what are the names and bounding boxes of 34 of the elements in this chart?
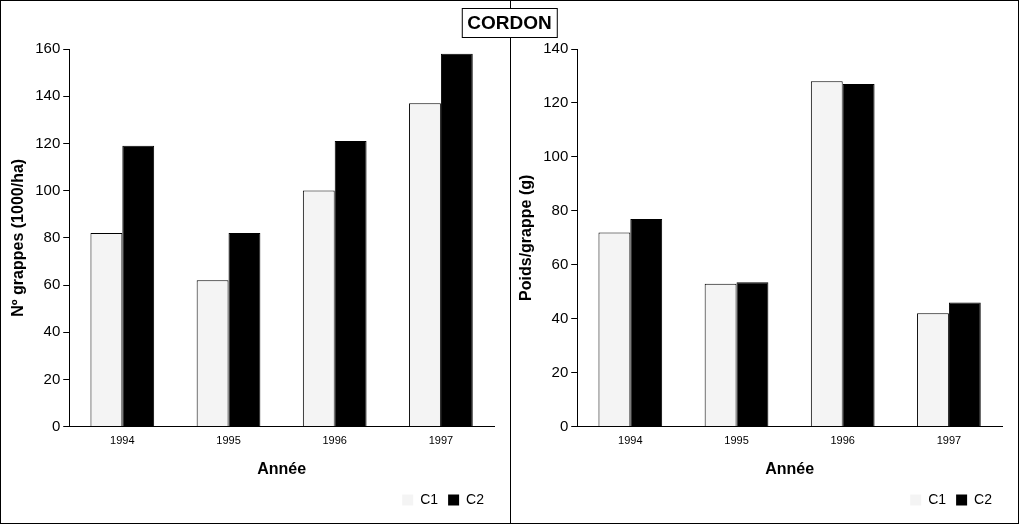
y-tick-label: 20 xyxy=(551,362,569,380)
x-axis-title: Année xyxy=(257,459,307,477)
chart-title: CORDON xyxy=(461,8,558,38)
y-tick-label: 80 xyxy=(43,227,61,245)
y-tick-label: 140 xyxy=(543,39,569,57)
x-tick-label: 1994 xyxy=(618,434,643,447)
y-axis-title: Poids/grappe (g) xyxy=(517,174,535,301)
x-tick-label: 1996 xyxy=(830,434,855,447)
legend-label: C1 xyxy=(420,490,439,507)
y-tick-label: 120 xyxy=(543,93,569,111)
x-tick-label: 1996 xyxy=(322,434,347,447)
y-tick-label: 0 xyxy=(559,416,569,434)
y-tick-label: 120 xyxy=(35,133,61,151)
y-tick-label: 160 xyxy=(35,39,61,57)
x-tick-label: 1995 xyxy=(724,434,749,447)
legend-label: C2 xyxy=(974,490,993,507)
y-axis-title: Nº grappes (1000/ha) xyxy=(9,158,27,317)
y-tick-label: 0 xyxy=(51,416,61,434)
y-tick-label: 20 xyxy=(43,369,61,387)
x-tick-label: 1997 xyxy=(428,434,454,447)
x-tick-label: 1994 xyxy=(110,434,135,447)
y-tick-label: 140 xyxy=(35,86,61,104)
y-tick-label: 60 xyxy=(43,275,61,293)
y-tick-label: 100 xyxy=(35,180,61,198)
legend-label: C2 xyxy=(466,490,485,507)
x-tick-label: 1995 xyxy=(216,434,241,447)
legend-label: C1 xyxy=(928,490,947,507)
y-tick-label: 40 xyxy=(43,322,61,340)
y-tick-label: 40 xyxy=(551,308,569,326)
y-tick-label: 60 xyxy=(551,254,569,272)
x-tick-label: 1997 xyxy=(936,434,962,447)
y-tick-label: 100 xyxy=(543,147,569,165)
y-tick-label: 80 xyxy=(551,200,569,218)
x-axis-title: Année xyxy=(765,459,815,477)
